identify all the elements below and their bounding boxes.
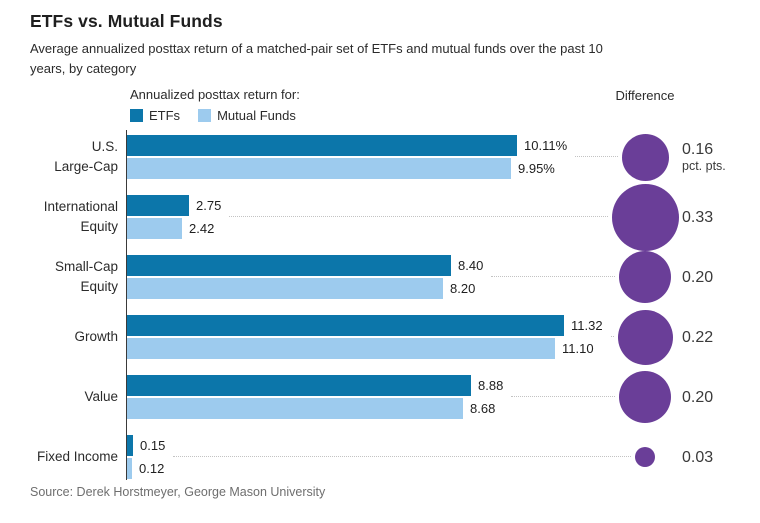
etfs-bar (127, 135, 517, 156)
difference-label: 0.20 (682, 385, 713, 409)
category-label: Growth (74, 329, 118, 344)
mutual-funds-value-label: 2.42 (189, 221, 215, 236)
difference-value: 0.20 (682, 388, 714, 406)
mutual-funds-value-label: 0.12 (139, 461, 165, 476)
y-axis-line (126, 130, 127, 480)
leader-line (173, 456, 631, 457)
etfs-bar (127, 315, 564, 336)
difference-circle (621, 133, 669, 181)
legend-item-label: ETFs (149, 108, 181, 123)
difference-value: 0.16 (682, 141, 714, 158)
etfs-value-label: 11.32 (571, 318, 603, 333)
difference-label: 0.16 pct. pts. (682, 139, 726, 175)
mutual-funds-bar (127, 218, 182, 239)
chart-title: ETFs vs. Mutual Funds (30, 11, 223, 31)
etfs-value-label: 0.15 (140, 438, 166, 453)
mutual-funds-value-label: 11.10 (562, 341, 594, 356)
difference-unit-label: pct. pts. (682, 159, 726, 173)
mutual-funds-value-label: 9.95% (518, 161, 555, 176)
category-label: Fixed Income (36, 449, 118, 464)
leader-line (229, 216, 608, 217)
leader-line (511, 396, 615, 397)
mutual-funds-value-label: 8.20 (450, 281, 476, 296)
difference-value: 0.20 (682, 268, 714, 286)
difference-column-header: Difference (615, 88, 675, 103)
difference-value: 0.03 (682, 448, 714, 466)
legend-item-etfs: ETFs (130, 108, 180, 123)
difference-circle (635, 447, 655, 467)
mutual-funds-bar (127, 278, 443, 299)
etfs-bar (127, 195, 189, 216)
category-label: International Equity (43, 199, 118, 234)
legend-item-mutual-funds: Mutual Funds (198, 108, 296, 123)
legend: Annualized posttax return for: ETFs Mutu… (130, 87, 300, 123)
mutual-funds-bar (127, 458, 132, 479)
etfs-value-label: 8.88 (478, 378, 504, 393)
chart-subtitle: Average annualized posttax return of a m… (30, 41, 603, 76)
legend-item-label: Mutual Funds (217, 108, 296, 123)
difference-value: 0.22 (682, 328, 714, 346)
legend-items: ETFs Mutual Funds (130, 108, 300, 123)
etfs-swatch-icon (130, 109, 143, 122)
mutual-funds-value-label: 8.68 (470, 401, 496, 416)
etfs-bar (127, 375, 471, 396)
difference-label: 0.03 (682, 445, 713, 469)
category-label: U.S. Large-Cap (54, 139, 118, 174)
mutual-funds-bar (127, 338, 555, 359)
category-label: Small-Cap Equity (54, 259, 118, 294)
etfs-value-label: 2.75 (196, 198, 222, 213)
legend-title: Annualized posttax return for: (130, 87, 300, 102)
mutual-funds-swatch-icon (198, 109, 212, 122)
difference-circle (617, 309, 673, 365)
category-label: Value (84, 389, 118, 404)
etfs-value-label: 8.40 (458, 258, 484, 273)
etfs-value-label: 10.11% (524, 138, 568, 153)
leader-line (491, 276, 615, 277)
leader-line (575, 156, 618, 157)
source-note: Source: Derek Horstmeyer, George Mason U… (30, 485, 326, 499)
difference-circle (619, 371, 671, 423)
difference-label: 0.33 (682, 205, 713, 229)
etfs-bar (127, 255, 451, 276)
difference-label: 0.20 (682, 265, 713, 289)
leader-line (611, 336, 614, 337)
difference-circle (611, 183, 679, 251)
mutual-funds-bar (127, 398, 463, 419)
difference-circle (619, 251, 671, 303)
difference-label: 0.22 (682, 325, 713, 349)
mutual-funds-bar (127, 158, 511, 179)
chart-area: U.S. Large-Cap 10.11% 9.95% 0.16 pct. pts. In… (0, 130, 760, 482)
etfs-bar (127, 435, 133, 456)
difference-value: 0.33 (682, 208, 714, 226)
